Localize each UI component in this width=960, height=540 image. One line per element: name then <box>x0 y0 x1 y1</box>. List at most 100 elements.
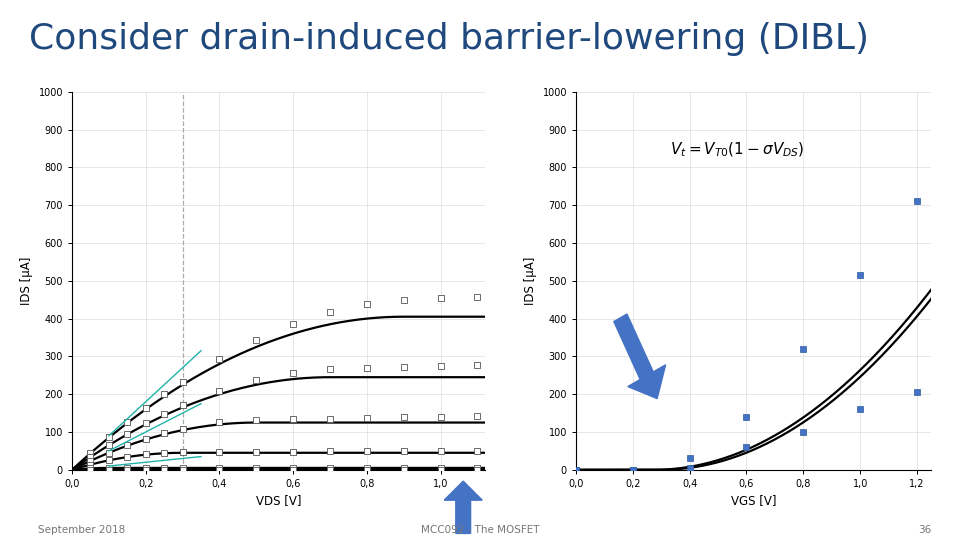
Point <box>469 463 485 472</box>
Point <box>568 465 584 474</box>
Point <box>138 403 154 412</box>
Text: September 2018: September 2018 <box>38 524 126 535</box>
Point <box>138 465 154 474</box>
Point <box>323 463 338 472</box>
Point <box>396 465 412 474</box>
Point <box>625 465 640 474</box>
Point <box>396 363 412 372</box>
Point <box>568 465 584 474</box>
Point <box>249 375 264 384</box>
Point <box>83 453 98 461</box>
Y-axis label: IDS [μA]: IDS [μA] <box>524 256 537 305</box>
Point <box>101 448 116 457</box>
Point <box>249 465 264 474</box>
Point <box>909 197 924 206</box>
Point <box>83 465 98 474</box>
Text: MCC092 - The MOSFET: MCC092 - The MOSFET <box>420 524 540 535</box>
Point <box>796 345 811 353</box>
Point <box>175 448 190 456</box>
Point <box>469 412 485 421</box>
Point <box>852 405 868 414</box>
Point <box>323 308 338 316</box>
Point <box>138 435 154 443</box>
Point <box>285 368 300 377</box>
Point <box>83 456 98 465</box>
Point <box>156 448 172 457</box>
Point <box>175 377 190 386</box>
FancyArrow shape <box>444 481 482 534</box>
Point <box>469 446 485 455</box>
Point <box>323 365 338 374</box>
Y-axis label: IDS [μA]: IDS [μA] <box>20 256 33 305</box>
Point <box>433 413 448 421</box>
Point <box>249 335 264 344</box>
Point <box>83 449 98 457</box>
X-axis label: VDS [V]: VDS [V] <box>255 495 301 508</box>
Point <box>682 454 697 463</box>
Point <box>359 465 374 474</box>
Text: 36: 36 <box>918 524 931 535</box>
Point <box>83 464 98 472</box>
Point <box>212 465 228 474</box>
Point <box>433 447 448 455</box>
Point <box>101 441 116 449</box>
Point <box>138 463 154 472</box>
Point <box>120 441 135 450</box>
Point <box>433 362 448 370</box>
Point <box>83 460 98 469</box>
Point <box>359 364 374 373</box>
Point <box>249 415 264 424</box>
Point <box>396 463 412 472</box>
Point <box>469 465 485 474</box>
Point <box>101 463 116 472</box>
Point <box>625 465 640 474</box>
Point <box>433 465 448 474</box>
Point <box>433 463 448 472</box>
Point <box>175 465 190 474</box>
Point <box>285 447 300 456</box>
FancyArrow shape <box>613 314 665 399</box>
Point <box>359 300 374 308</box>
Point <box>101 456 116 464</box>
Point <box>249 448 264 456</box>
Point <box>212 386 228 395</box>
Point <box>138 450 154 458</box>
Point <box>101 433 116 442</box>
Point <box>175 463 190 472</box>
Point <box>156 409 172 418</box>
Point <box>120 463 135 472</box>
Point <box>212 355 228 363</box>
Point <box>285 415 300 423</box>
Point <box>796 428 811 436</box>
Point <box>120 429 135 438</box>
Point <box>359 414 374 422</box>
Text: $V_t = V_{T0}(1 - \sigma V_{DS})$: $V_t = V_{T0}(1 - \sigma V_{DS})$ <box>670 141 804 159</box>
Point <box>469 292 485 301</box>
Point <box>396 447 412 455</box>
Point <box>285 463 300 472</box>
Point <box>359 463 374 472</box>
Point <box>909 388 924 396</box>
Point <box>120 418 135 427</box>
Text: Consider drain-induced barrier-lowering (DIBL): Consider drain-induced barrier-lowering … <box>29 22 869 56</box>
Point <box>120 453 135 461</box>
Point <box>285 465 300 474</box>
Point <box>175 424 190 433</box>
Point <box>156 465 172 474</box>
Point <box>175 401 190 409</box>
X-axis label: VGS [V]: VGS [V] <box>731 495 777 508</box>
Point <box>739 443 755 451</box>
Point <box>101 465 116 474</box>
Point <box>156 429 172 437</box>
Point <box>212 463 228 472</box>
Point <box>156 463 172 472</box>
Point <box>739 413 755 421</box>
Point <box>469 361 485 369</box>
Point <box>396 413 412 422</box>
Point <box>285 320 300 328</box>
Point <box>433 294 448 302</box>
Point <box>212 418 228 427</box>
Point <box>323 465 338 474</box>
Point <box>156 390 172 399</box>
Point <box>249 463 264 472</box>
